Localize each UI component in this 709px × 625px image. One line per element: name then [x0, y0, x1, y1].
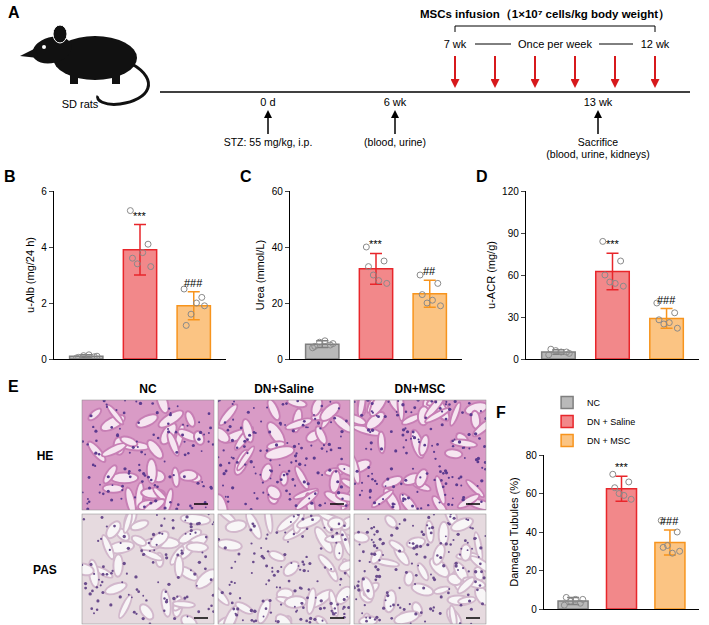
svg-text:6: 6 — [41, 186, 47, 197]
svg-text:DN + Saline: DN + Saline — [587, 417, 635, 427]
svg-text:A: A — [8, 4, 20, 21]
svg-text:***: *** — [615, 461, 629, 473]
svg-text:0 d: 0 d — [260, 96, 275, 108]
svg-text:4: 4 — [41, 242, 47, 253]
svg-text:NC: NC — [587, 398, 600, 408]
svg-text:7 wk: 7 wk — [444, 38, 467, 50]
svg-text:120: 120 — [502, 186, 519, 197]
svg-text:PAS: PAS — [33, 563, 57, 577]
svg-text:40: 40 — [272, 242, 284, 253]
svg-text:DN+MSC: DN+MSC — [394, 382, 445, 396]
svg-text:30: 30 — [508, 312, 520, 323]
svg-text:2: 2 — [41, 298, 47, 309]
svg-text:Once per week: Once per week — [518, 38, 592, 50]
svg-text:HE: HE — [37, 449, 54, 463]
svg-text:(blood, urine): (blood, urine) — [364, 136, 426, 148]
svg-text:NC: NC — [139, 382, 157, 396]
svg-text:20: 20 — [272, 298, 284, 309]
svg-text:B: B — [4, 168, 16, 185]
svg-text:40: 40 — [526, 527, 538, 538]
svg-text:60: 60 — [508, 270, 520, 281]
svg-text:0: 0 — [277, 354, 283, 365]
svg-text:DN+Saline: DN+Saline — [254, 382, 314, 396]
svg-text:Damaged Tubules (%): Damaged Tubules (%) — [508, 477, 520, 586]
svg-text:60: 60 — [272, 186, 284, 197]
svg-text:DN + MSC: DN + MSC — [587, 436, 631, 446]
svg-text:D: D — [476, 168, 488, 185]
svg-text:0: 0 — [41, 354, 47, 365]
svg-text:20: 20 — [526, 565, 538, 576]
svg-text:80: 80 — [526, 450, 538, 461]
svg-text:***: *** — [369, 238, 383, 250]
svg-text:90: 90 — [508, 228, 520, 239]
svg-text:Sacrifice: Sacrifice — [578, 136, 618, 148]
svg-text:u-Alb (mg/24 h): u-Alb (mg/24 h) — [24, 237, 36, 313]
svg-text:u-ACR (mg/g): u-ACR (mg/g) — [485, 241, 497, 309]
svg-text:C: C — [240, 168, 252, 185]
svg-text:###: ### — [184, 277, 203, 289]
svg-text:0: 0 — [531, 604, 537, 615]
svg-text:***: *** — [606, 238, 620, 250]
svg-text:##: ## — [423, 265, 436, 277]
svg-text:6 wk: 6 wk — [384, 96, 407, 108]
svg-text:13 wk: 13 wk — [584, 96, 613, 108]
svg-text:0: 0 — [513, 354, 519, 365]
svg-text:Urea (mmol/L): Urea (mmol/L) — [254, 240, 266, 310]
svg-text:60: 60 — [526, 488, 538, 499]
svg-text:SD rats: SD rats — [62, 98, 99, 110]
svg-text:###: ### — [657, 294, 676, 306]
svg-text:***: *** — [133, 210, 147, 222]
svg-text:STZ: 55 mg/kg, i.p.: STZ: 55 mg/kg, i.p. — [224, 136, 313, 148]
svg-text:12 wk: 12 wk — [641, 38, 670, 50]
svg-text:(blood, urine, kidneys): (blood, urine, kidneys) — [546, 148, 649, 160]
svg-text:###: ### — [660, 515, 679, 527]
svg-text:MSCs infusion（1×10⁷ cells/kg b: MSCs infusion（1×10⁷ cells/kg body weight… — [420, 8, 670, 21]
svg-text:F: F — [496, 404, 506, 421]
svg-text:E: E — [8, 378, 19, 395]
